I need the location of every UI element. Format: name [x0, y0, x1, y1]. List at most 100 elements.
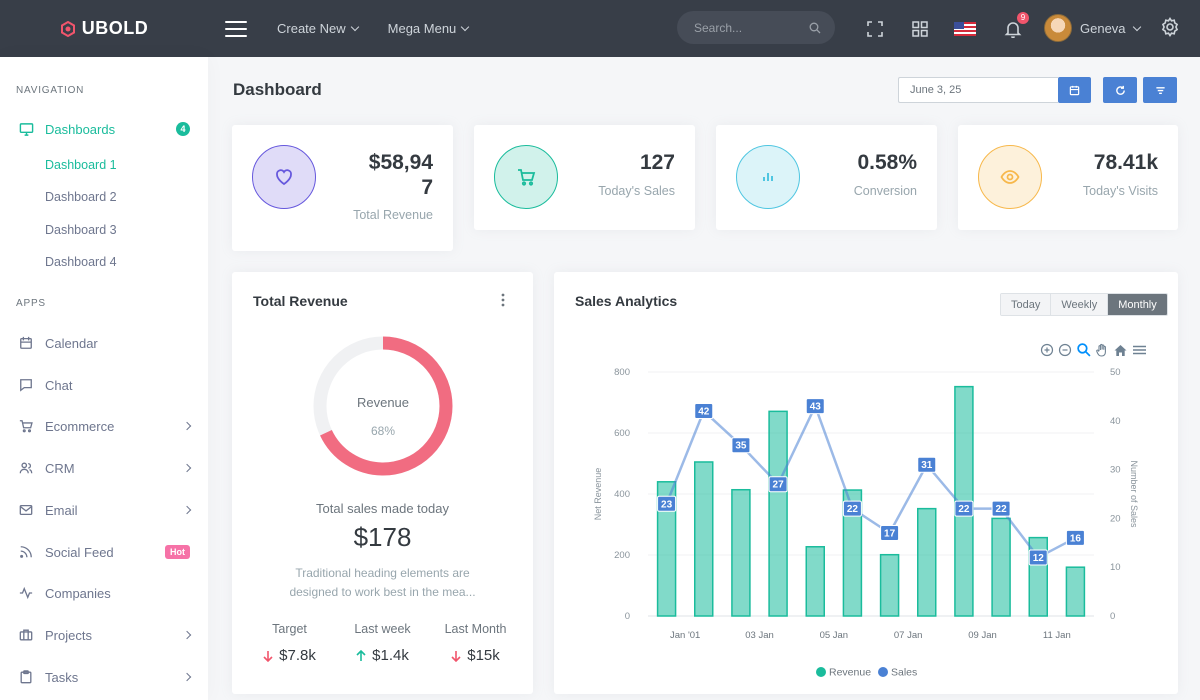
calendar-button[interactable] — [1058, 77, 1091, 103]
revenue-bar[interactable] — [842, 489, 863, 617]
tab-monthly[interactable]: Monthly — [1108, 294, 1167, 315]
sales-line — [665, 402, 1076, 560]
sidebar-subitem-dashboard-2[interactable]: Dashboard 2 — [45, 190, 117, 204]
sidebar-item-label: Calendar — [45, 335, 98, 351]
gear-icon[interactable] — [1160, 17, 1180, 42]
mega-menu[interactable]: Mega Menu — [388, 21, 470, 36]
sidebar-item-social-feed[interactable]: Social Feed Hot — [0, 537, 208, 567]
users-icon — [18, 460, 34, 476]
sales-data-label[interactable]: 17 — [880, 525, 900, 542]
sidebar-subitem-dashboard-1[interactable]: Dashboard 1 — [45, 158, 117, 172]
x-tick-label: 07 Jan — [894, 630, 923, 641]
cart-icon — [18, 418, 34, 434]
sidebar-item-projects[interactable]: Projects — [0, 620, 208, 650]
metric-last-month: Last Month $15k — [428, 622, 523, 664]
revenue-bar[interactable] — [991, 517, 1011, 617]
tab-weekly[interactable]: Weekly — [1051, 294, 1109, 315]
revenue-bar[interactable] — [694, 461, 714, 617]
sidebar-item-label: Social Feed — [45, 544, 114, 560]
bell-icon[interactable]: 9 — [1002, 11, 1029, 40]
sidebar-item-label: Tasks — [45, 669, 79, 685]
sales-data-label-box — [954, 500, 974, 517]
search-input[interactable] — [694, 20, 804, 35]
sidebar-item-dashboards[interactable]: Dashboards 4 — [0, 114, 208, 144]
sidebar-item-ecommerce[interactable]: Ecommerce — [0, 411, 208, 441]
rss-icon — [18, 544, 34, 560]
chevron-down-icon — [461, 22, 470, 32]
y-tick-label: 800 — [614, 367, 630, 378]
revenue-description: Traditional heading elements are designe… — [232, 564, 533, 602]
sidebar-item-tasks[interactable]: Tasks — [0, 662, 208, 692]
legend-label: Revenue — [829, 667, 871, 679]
sidebar-item-label: Dashboards — [45, 121, 116, 137]
revenue-bar[interactable] — [917, 507, 937, 617]
sidebar-item-label: Chat — [45, 377, 73, 393]
sidebar-item-email[interactable]: Email — [0, 495, 208, 525]
sidebar-item-crm[interactable]: CRM — [0, 453, 208, 483]
selection-zoom-icon[interactable] — [1076, 342, 1091, 357]
zoom-out-icon[interactable] — [1058, 343, 1072, 357]
filter-icon — [1155, 86, 1165, 94]
reset-home-icon[interactable] — [1113, 343, 1128, 357]
sales-data-label-text: 16 — [1070, 533, 1082, 544]
stat-value: 0.58% — [857, 151, 917, 174]
sales-data-label[interactable]: 22 — [991, 500, 1011, 517]
metric-value-text: $15k — [467, 647, 500, 664]
sales-data-label[interactable]: 35 — [731, 437, 751, 454]
sales-data-label[interactable]: 12 — [1028, 549, 1048, 566]
sidebar-item-label: Projects — [45, 627, 92, 643]
legend-item-sales[interactable]: Sales — [878, 667, 917, 679]
revenue-donut-chart: Revenue 68% — [313, 336, 453, 476]
sales-data-label-text: 12 — [1033, 553, 1045, 564]
sidebar-subitem-dashboard-4[interactable]: Dashboard 4 — [45, 255, 117, 269]
sidebar-subitem-dashboard-3[interactable]: Dashboard 3 — [45, 223, 117, 237]
sales-data-label[interactable]: 22 — [954, 500, 974, 517]
y2-tick-label: 50 — [1110, 367, 1121, 378]
sales-data-label[interactable]: 22 — [842, 500, 862, 517]
date-range-input[interactable]: June 3, 25 — [898, 77, 1058, 103]
more-vertical-icon[interactable] — [498, 292, 508, 313]
apps-grid-icon[interactable] — [909, 18, 931, 40]
sales-data-label[interactable]: 43 — [805, 398, 825, 415]
revenue-bar[interactable] — [656, 481, 677, 617]
monitor-icon — [18, 121, 34, 137]
chevron-right-icon — [182, 421, 192, 431]
y2-tick-label: 10 — [1110, 562, 1121, 573]
card-title: Sales Analytics — [575, 293, 678, 309]
sidebar-item-calendar[interactable]: Calendar — [0, 328, 208, 358]
legend-item-revenue[interactable]: Revenue — [816, 667, 871, 679]
fullscreen-icon[interactable] — [864, 18, 886, 40]
revenue-bar[interactable] — [768, 410, 788, 617]
metric-value-text: $7.8k — [279, 647, 316, 664]
sales-data-label[interactable]: 31 — [917, 456, 937, 473]
user-menu[interactable]: Geneva — [1044, 14, 1141, 42]
chart-toolbar — [1040, 342, 1147, 357]
refresh-button[interactable] — [1103, 77, 1137, 103]
filter-button[interactable] — [1143, 77, 1177, 103]
sales-analytics-chart: 0 200 400 600 800 0 10 20 30 40 50 23 42 35 27 43 22 17… — [593, 367, 1139, 679]
legend-label: Sales — [891, 667, 917, 679]
zoom-in-icon[interactable] — [1040, 343, 1054, 357]
sidebar-item-chat[interactable]: Chat — [0, 370, 208, 400]
sales-data-label[interactable]: 27 — [768, 476, 788, 493]
y-tick-label: 600 — [614, 428, 630, 439]
sidebar-item-companies[interactable]: Companies — [0, 578, 208, 608]
pan-hand-icon[interactable] — [1095, 343, 1109, 357]
us-flag-icon[interactable] — [954, 18, 976, 40]
brand-logo[interactable]: UBOLD — [0, 18, 208, 39]
chart-menu-icon[interactable] — [1132, 343, 1147, 357]
create-new-menu[interactable]: Create New — [277, 21, 359, 36]
revenue-bar[interactable] — [1065, 566, 1086, 617]
metric-label: Last week — [354, 622, 411, 636]
y2-tick-label: 20 — [1110, 513, 1121, 524]
revenue-bar[interactable] — [805, 546, 825, 617]
sales-data-label[interactable]: 16 — [1065, 529, 1085, 546]
sales-data-label[interactable]: 23 — [657, 495, 677, 512]
tab-today[interactable]: Today — [1001, 294, 1052, 315]
search-icon[interactable] — [809, 22, 821, 34]
user-name: Geneva — [1080, 20, 1126, 36]
revenue-bar[interactable] — [731, 488, 751, 617]
sales-data-label[interactable]: 42 — [694, 403, 714, 420]
revenue-bar[interactable] — [879, 553, 900, 617]
menu-toggle-button[interactable] — [225, 20, 247, 37]
